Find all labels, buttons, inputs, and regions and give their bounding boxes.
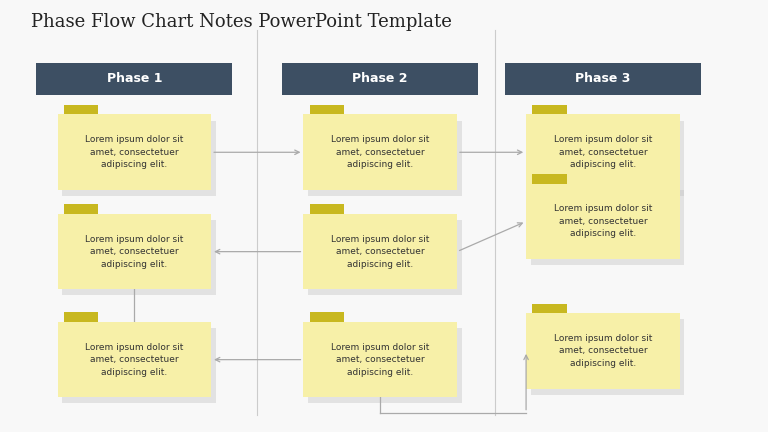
Bar	[308, 220, 462, 295]
Bar	[310, 105, 344, 114]
Bar	[531, 190, 684, 265]
Bar	[532, 174, 567, 184]
Bar	[308, 121, 462, 196]
Bar	[308, 328, 462, 403]
Bar	[310, 204, 344, 214]
Bar	[283, 63, 478, 95]
Text: Lorem ipsum dolor sit
amet, consectetuer
adipiscing elit.: Lorem ipsum dolor sit amet, consectetuer…	[85, 343, 184, 377]
Text: Phase 3: Phase 3	[575, 72, 631, 86]
Bar	[532, 105, 567, 114]
Bar	[303, 214, 457, 289]
Bar	[58, 214, 211, 289]
Bar	[58, 322, 211, 397]
Bar	[58, 114, 211, 190]
Bar	[505, 63, 700, 95]
Bar	[526, 184, 680, 259]
Bar	[62, 220, 216, 295]
Bar	[64, 312, 98, 322]
Text: Lorem ipsum dolor sit
amet, consectetuer
adipiscing elit.: Lorem ipsum dolor sit amet, consectetuer…	[554, 135, 652, 169]
Bar	[36, 63, 232, 95]
Bar	[532, 304, 567, 313]
Text: Lorem ipsum dolor sit
amet, consectetuer
adipiscing elit.: Lorem ipsum dolor sit amet, consectetuer…	[331, 343, 429, 377]
Bar	[303, 114, 457, 190]
Text: Lorem ipsum dolor sit
amet, consectetuer
adipiscing elit.: Lorem ipsum dolor sit amet, consectetuer…	[85, 235, 184, 269]
Text: Lorem ipsum dolor sit
amet, consectetuer
adipiscing elit.: Lorem ipsum dolor sit amet, consectetuer…	[554, 204, 652, 238]
Bar	[303, 322, 457, 397]
Bar	[64, 105, 98, 114]
Bar	[62, 121, 216, 196]
Bar	[64, 204, 98, 214]
Text: Phase Flow Chart Notes PowerPoint Template: Phase Flow Chart Notes PowerPoint Templa…	[31, 13, 452, 31]
Bar	[526, 313, 680, 389]
Bar	[62, 328, 216, 403]
Text: Lorem ipsum dolor sit
amet, consectetuer
adipiscing elit.: Lorem ipsum dolor sit amet, consectetuer…	[331, 235, 429, 269]
Bar	[526, 114, 680, 190]
Text: Lorem ipsum dolor sit
amet, consectetuer
adipiscing elit.: Lorem ipsum dolor sit amet, consectetuer…	[331, 135, 429, 169]
Text: Phase 2: Phase 2	[353, 72, 408, 86]
Bar	[310, 312, 344, 322]
Bar	[531, 319, 684, 395]
Text: Phase 1: Phase 1	[107, 72, 162, 86]
Bar	[531, 121, 684, 196]
Text: Lorem ipsum dolor sit
amet, consectetuer
adipiscing elit.: Lorem ipsum dolor sit amet, consectetuer…	[554, 334, 652, 368]
Text: Lorem ipsum dolor sit
amet, consectetuer
adipiscing elit.: Lorem ipsum dolor sit amet, consectetuer…	[85, 135, 184, 169]
